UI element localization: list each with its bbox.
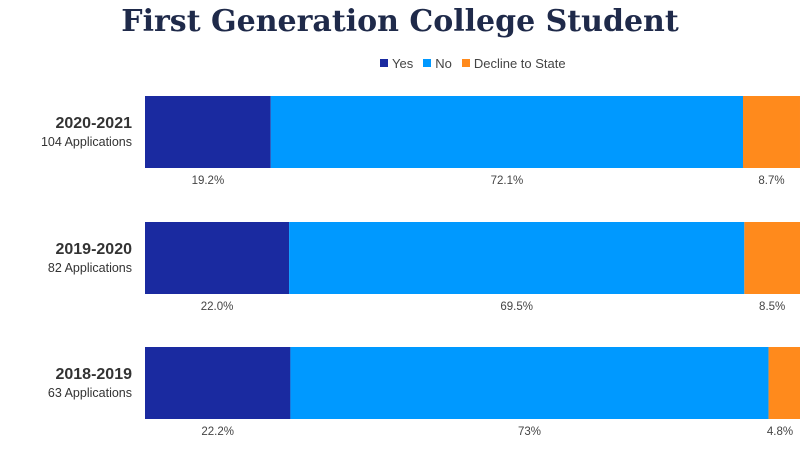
- legend-label-decline: Decline to State: [473, 55, 566, 71]
- legend-item-decline: Decline to State: [461, 55, 566, 71]
- legend-label-no: No: [435, 55, 452, 71]
- legend-swatch-no: [423, 59, 432, 67]
- row-applications: 63 Applications: [47, 386, 132, 400]
- row-year: 2018-2019: [55, 366, 132, 383]
- data-label-decline-2018-2019: 4.8%: [767, 426, 793, 438]
- row-label-2019-2020: 2019-2020 82 Applications: [0, 240, 132, 276]
- legend: Yes No Decline to State: [380, 55, 576, 71]
- chart-title: First Generation College Student: [121, 4, 679, 39]
- data-label-no-2020-2021: 72.1%: [491, 175, 524, 187]
- row-applications: 104 Applications: [40, 135, 132, 149]
- legend-item-no: No: [423, 56, 452, 71]
- bar-segment-decline-2020-2021: [743, 96, 800, 168]
- data-label-no-2018-2019: 73%: [518, 426, 541, 438]
- data-label-yes-2020-2021: 19.2%: [192, 175, 225, 187]
- row-applications: 82 Applications: [47, 261, 132, 275]
- bar-segment-decline-2019-2020: [744, 222, 800, 294]
- bar-segment-no-2018-2019: [290, 347, 769, 419]
- bar-segment-decline-2018-2019: [768, 347, 800, 419]
- legend-item-yes: Yes: [380, 56, 413, 71]
- data-label-decline-2019-2020: 8.5%: [759, 301, 785, 313]
- row-label-2018-2019: 2018-2019 63 Applications: [0, 365, 132, 401]
- bar-segment-yes-2020-2021: [145, 96, 271, 168]
- legend-swatch-yes: [380, 59, 388, 67]
- row-year: 2019-2020: [55, 241, 132, 258]
- data-label-decline-2020-2021: 8.7%: [758, 175, 784, 187]
- row-label-2020-2021: 2020-2021 104 Applications: [0, 114, 132, 150]
- data-label-yes-2018-2019: 22.2%: [201, 426, 234, 438]
- bar-segment-no-2020-2021: [270, 96, 744, 168]
- data-label-no-2019-2020: 69.5%: [500, 301, 533, 313]
- legend-label-yes: Yes: [392, 55, 414, 71]
- legend-swatch-decline: [461, 59, 470, 67]
- data-label-yes-2019-2020: 22.0%: [201, 301, 234, 313]
- bar-segment-no-2019-2020: [289, 222, 745, 294]
- row-year: 2020-2021: [55, 115, 132, 132]
- bar-segment-yes-2018-2019: [145, 347, 291, 419]
- bar-segment-yes-2019-2020: [145, 222, 290, 294]
